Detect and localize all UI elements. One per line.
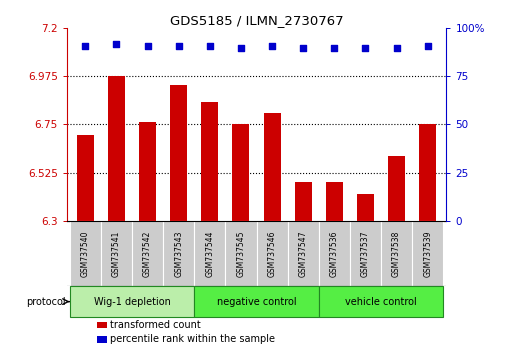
Text: GSM737547: GSM737547 — [299, 230, 308, 277]
Point — [299, 45, 307, 50]
Text: GSM737540: GSM737540 — [81, 230, 90, 277]
Text: transformed count: transformed count — [110, 320, 201, 330]
Point — [81, 43, 89, 48]
Text: GSM737544: GSM737544 — [205, 230, 214, 277]
Bar — [388, 156, 405, 221]
Bar — [163, 221, 194, 286]
Bar — [97, 321, 107, 328]
Text: GSM737539: GSM737539 — [423, 230, 432, 277]
Text: GSM737537: GSM737537 — [361, 230, 370, 277]
Text: vehicle control: vehicle control — [345, 297, 417, 307]
Bar — [319, 221, 350, 286]
Bar — [419, 125, 436, 221]
Point — [237, 45, 245, 50]
Bar — [77, 135, 94, 221]
Bar — [288, 221, 319, 286]
Text: GSM737536: GSM737536 — [330, 230, 339, 277]
Point — [112, 41, 121, 46]
Point — [206, 43, 214, 48]
Bar — [294, 182, 312, 221]
Bar — [225, 221, 256, 286]
Text: negative control: negative control — [216, 297, 297, 307]
Bar — [132, 221, 163, 286]
Bar — [194, 286, 319, 317]
Bar — [319, 286, 443, 317]
Text: protocol: protocol — [27, 297, 66, 307]
Bar — [139, 122, 156, 221]
Text: GSM737543: GSM737543 — [174, 230, 183, 277]
Point — [424, 43, 432, 48]
Text: GSM737545: GSM737545 — [236, 230, 245, 277]
Bar — [170, 85, 187, 221]
Title: GDS5185 / ILMN_2730767: GDS5185 / ILMN_2730767 — [170, 14, 343, 27]
Point — [268, 43, 276, 48]
Bar — [381, 221, 412, 286]
Bar — [256, 221, 288, 286]
Bar — [357, 194, 374, 221]
Point — [144, 43, 152, 48]
Text: GSM737542: GSM737542 — [143, 230, 152, 277]
Text: GSM737541: GSM737541 — [112, 230, 121, 277]
Text: Wig-1 depletion: Wig-1 depletion — [93, 297, 170, 307]
Bar — [232, 125, 249, 221]
Point — [174, 43, 183, 48]
Bar — [101, 221, 132, 286]
Text: GSM737546: GSM737546 — [268, 230, 277, 277]
Text: GSM737538: GSM737538 — [392, 230, 401, 277]
Text: percentile rank within the sample: percentile rank within the sample — [110, 335, 275, 344]
Point — [392, 45, 401, 50]
Bar — [412, 221, 443, 286]
Bar — [201, 102, 219, 221]
Bar — [350, 221, 381, 286]
Bar — [194, 221, 225, 286]
Bar — [70, 221, 101, 286]
Bar — [108, 76, 125, 221]
Point — [361, 45, 369, 50]
Bar — [97, 336, 107, 343]
Bar — [326, 182, 343, 221]
Bar — [70, 286, 194, 317]
Bar — [264, 113, 281, 221]
Point — [330, 45, 339, 50]
